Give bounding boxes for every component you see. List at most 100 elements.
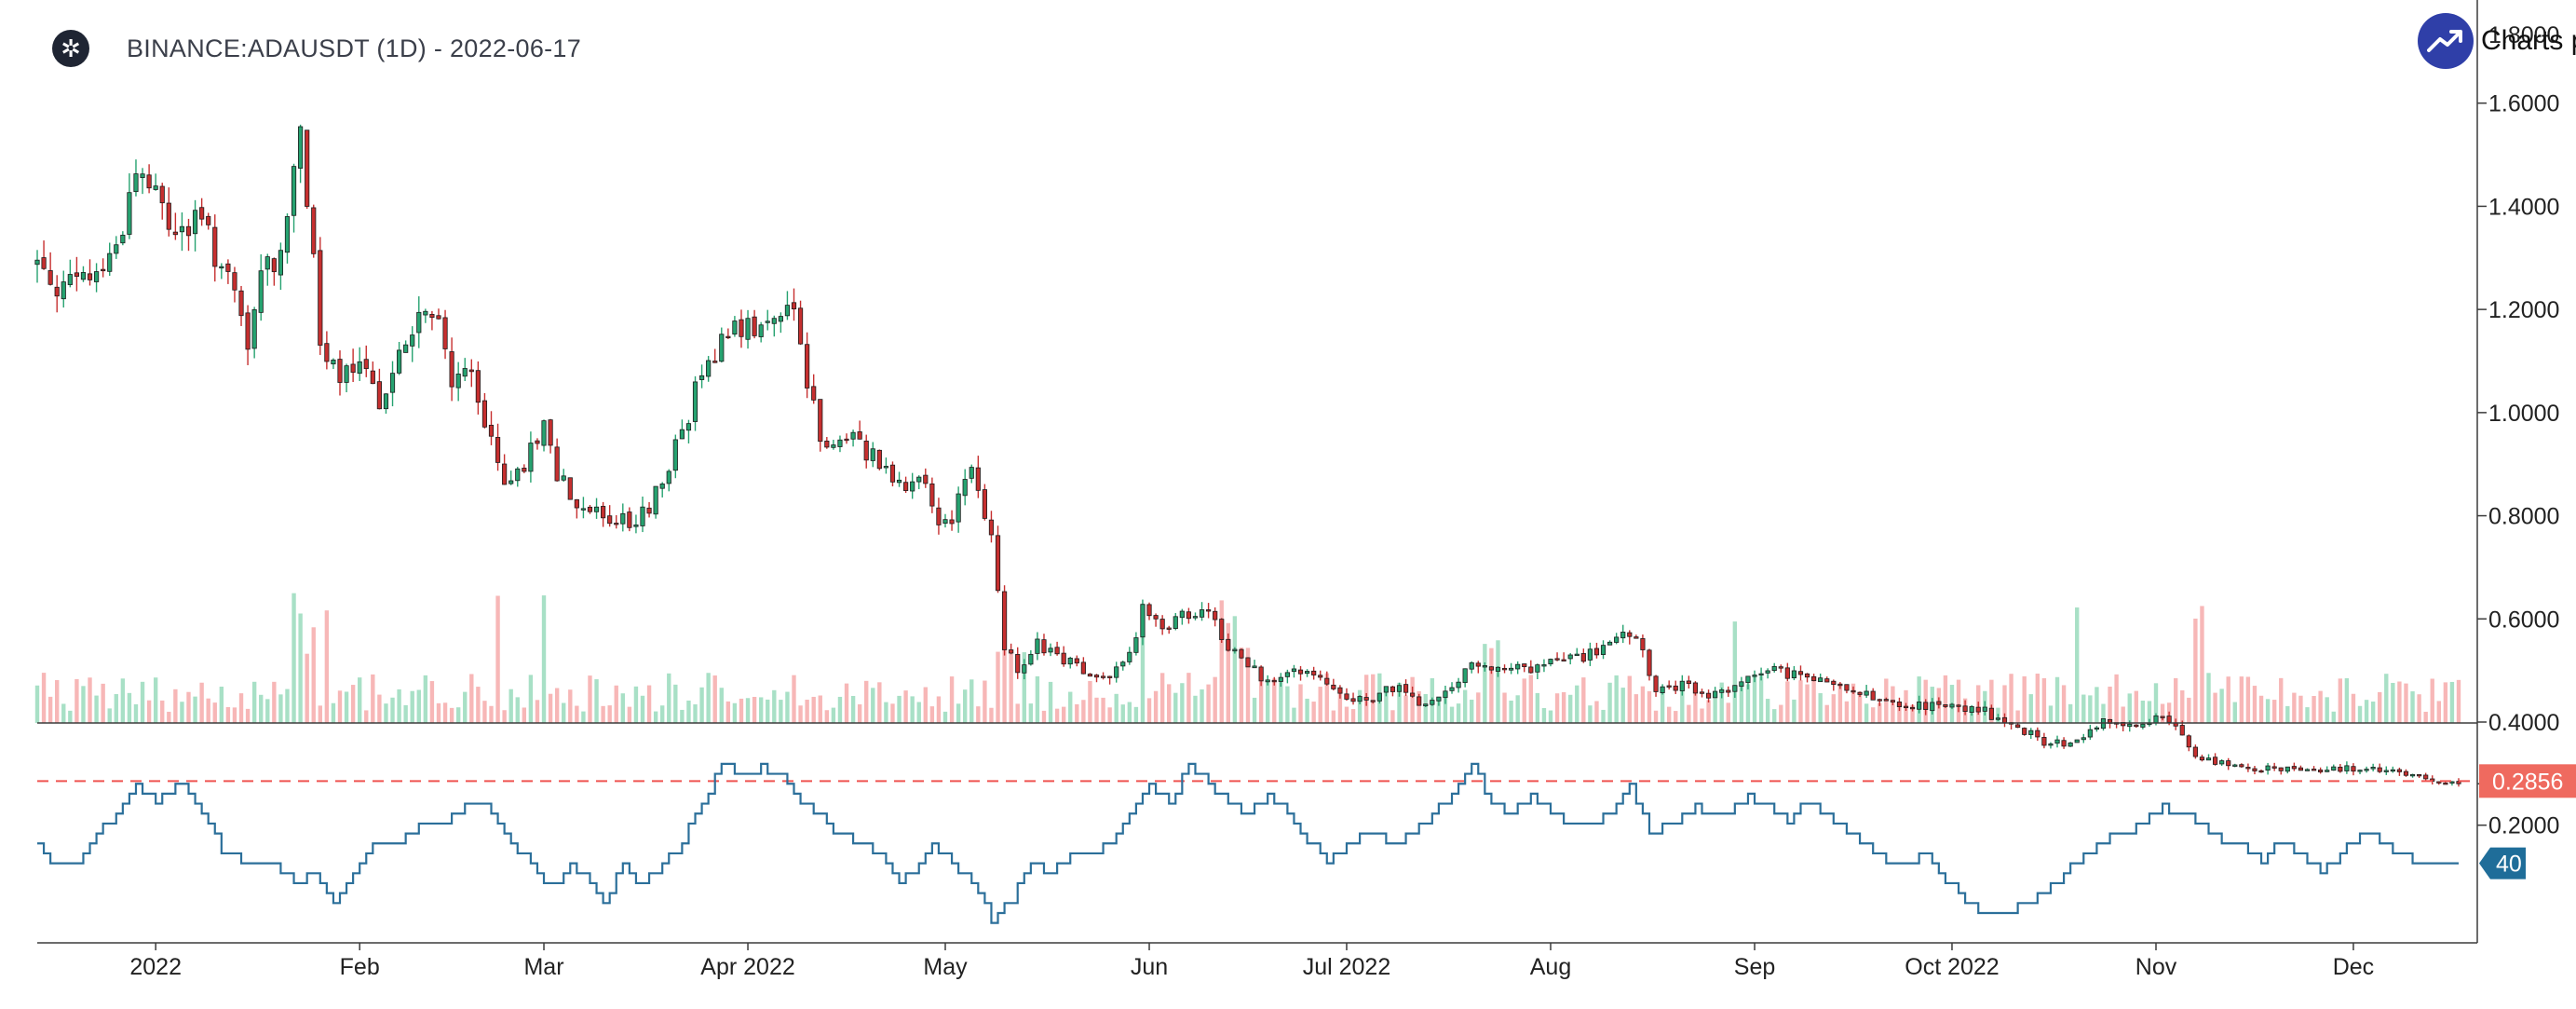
volume-bar — [1009, 653, 1013, 723]
volume-bar — [1127, 702, 1132, 723]
volume-bar — [1989, 679, 1994, 723]
price-tick-label: 0.6000 — [2488, 607, 2559, 633]
volume-bar — [2015, 710, 2020, 723]
volume-bar — [1350, 709, 1356, 723]
candle — [739, 319, 744, 337]
candle — [982, 489, 987, 519]
candle — [725, 335, 731, 339]
volume-bar — [1910, 704, 1915, 723]
candle — [212, 226, 218, 267]
candle — [1213, 610, 1218, 620]
volume-bar — [1417, 690, 1421, 723]
volume-bar — [186, 691, 191, 723]
candle — [1620, 632, 1626, 639]
candle — [2390, 769, 2395, 772]
volume-bar — [1871, 707, 1876, 723]
volume-bar — [2028, 694, 2033, 723]
volume-bar — [1752, 675, 1757, 723]
time-tick-label: Aug — [1530, 954, 1571, 980]
time-tick-label: Nov — [2135, 954, 2177, 980]
volume-bar — [562, 702, 566, 723]
volume-bar — [1403, 695, 1408, 723]
candle — [988, 519, 995, 536]
candle — [1403, 684, 1409, 693]
candle — [1574, 653, 1579, 657]
volume-bar — [350, 685, 356, 723]
candle — [2265, 765, 2271, 771]
candle — [685, 423, 692, 431]
volume-bar — [2121, 706, 2125, 723]
candle — [811, 386, 817, 401]
volume-bar — [1206, 684, 1211, 723]
candle — [818, 399, 823, 443]
candle — [383, 393, 389, 410]
volume-bar — [75, 678, 79, 723]
candle — [2001, 716, 2008, 724]
volume-bar — [278, 694, 283, 723]
volume-bar — [758, 697, 764, 723]
volume-bar — [285, 689, 290, 723]
volume-bar — [1758, 675, 1764, 723]
candle — [1022, 664, 1027, 674]
volume-bar — [1554, 693, 1560, 723]
volume-bar — [1496, 640, 1500, 723]
candle — [844, 438, 849, 442]
volume-bar — [219, 687, 224, 723]
candle — [1692, 682, 1699, 694]
candle — [1417, 696, 1422, 706]
candle — [120, 234, 126, 244]
candle — [837, 439, 843, 447]
candle — [2291, 766, 2297, 770]
candle — [791, 302, 797, 310]
candle — [1232, 648, 1238, 652]
candle — [93, 271, 100, 282]
candle — [396, 349, 402, 374]
candle — [2140, 723, 2146, 728]
volume-bar — [2095, 687, 2099, 723]
candle — [1732, 685, 1738, 692]
volume-bar — [1765, 699, 1770, 723]
volume-bar — [107, 708, 112, 723]
candle — [1870, 690, 1876, 701]
volume-bar — [94, 695, 99, 723]
volume-bar — [1167, 684, 1172, 723]
candle — [1114, 666, 1119, 678]
candle — [2364, 769, 2369, 771]
volume-bar — [127, 692, 132, 723]
volume-bar — [2305, 707, 2310, 723]
brand-watermark[interactable]: Charts p — [2418, 7, 2576, 75]
candle — [1140, 604, 1146, 638]
volume-bar — [1120, 704, 1125, 723]
volume-bar — [1279, 679, 1283, 723]
time-tick-label: Oct 2022 — [1905, 954, 1999, 980]
price-tick-label: 0.8000 — [2488, 504, 2559, 530]
chart-header: ✲ BINANCE:ADAUSDT (1D) - 2022-06-17 — [52, 22, 581, 75]
volume-bar — [1292, 707, 1296, 723]
time-tick-label: May — [923, 954, 968, 980]
volume-bars — [34, 593, 2461, 723]
candle — [672, 439, 678, 471]
volume-bar — [1634, 694, 1639, 723]
volume-bar — [936, 696, 942, 723]
volume-bar — [1305, 698, 1309, 723]
volume-bar — [1449, 706, 1455, 723]
candle — [1758, 673, 1764, 676]
volume-bar — [1107, 707, 1112, 723]
candle — [1179, 610, 1185, 619]
volume-bar — [455, 707, 461, 723]
candle — [2331, 766, 2337, 771]
volume-bar — [2456, 679, 2461, 723]
volume-bar — [1818, 693, 1823, 723]
candle — [1482, 665, 1487, 668]
candle — [528, 443, 534, 472]
volume-bar — [298, 613, 303, 723]
volume-bar — [1266, 681, 1270, 723]
candle — [1593, 648, 1600, 656]
candle — [245, 312, 251, 350]
volume-bar — [1344, 706, 1349, 723]
volume-bar — [1324, 673, 1329, 723]
volume-bar — [903, 690, 908, 723]
candle — [206, 215, 211, 225]
